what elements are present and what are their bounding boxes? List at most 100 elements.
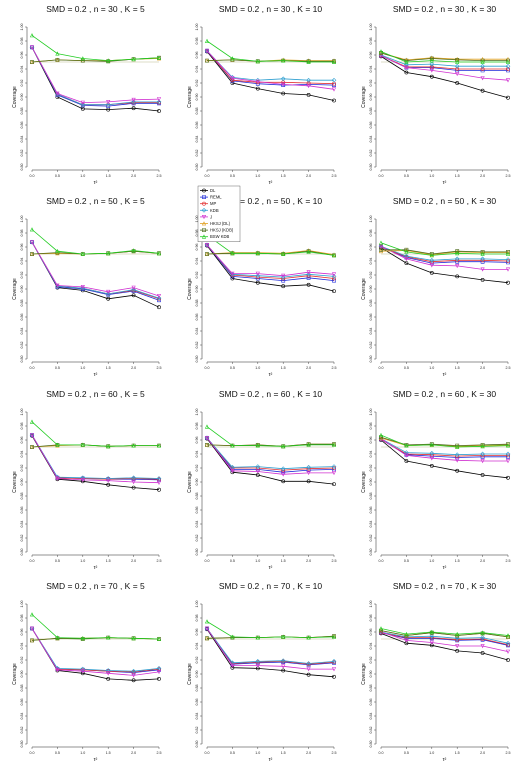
data-point: [105, 668, 111, 673]
data-point: [505, 459, 511, 464]
data-point: [455, 444, 460, 449]
data-point: [480, 63, 485, 69]
series-line: [206, 628, 334, 670]
data-point: [156, 55, 162, 60]
data-point: [131, 106, 136, 111]
y-tick-label: 0.94: [20, 451, 24, 458]
series-line: [380, 246, 509, 264]
x-tick-label: 0.5: [404, 174, 409, 178]
legend-marker: [201, 221, 207, 226]
data-point: [106, 482, 111, 487]
series-line: [31, 241, 160, 297]
x-tick-label: 2.5: [506, 559, 511, 563]
series-line: [380, 631, 509, 644]
x-tick-label: 2.5: [332, 751, 337, 755]
y-tick-label: 0.96: [20, 629, 24, 636]
data-point: [506, 58, 510, 63]
data-point: [156, 636, 162, 641]
y-tick-label: 0.82: [369, 150, 373, 157]
data-point: [230, 76, 235, 81]
y-tick-label: 0.84: [20, 136, 24, 143]
y-tick-label: 0.96: [195, 244, 199, 251]
y-tick-label: 0.92: [195, 80, 199, 87]
data-point: [331, 77, 337, 83]
x-tick-label: 0.0: [30, 366, 35, 370]
legend-entry: KDB: [200, 208, 219, 213]
data-point: [255, 280, 260, 285]
series-line: [31, 628, 160, 674]
series-line: [31, 434, 160, 484]
x-axis-label: τ²: [269, 180, 273, 186]
series-reml: [30, 433, 161, 482]
data-point: [331, 272, 337, 277]
data-point: [255, 464, 261, 469]
data-point: [480, 651, 485, 655]
y-tick-label: 0.86: [195, 122, 199, 129]
data-point: [131, 443, 136, 448]
panel-title: SMD = 0.2 , n = 70 , K = 30: [393, 581, 497, 591]
data-point: [429, 270, 434, 275]
x-tick-label: 2.5: [506, 751, 511, 755]
x-tick-label: 0.5: [55, 174, 60, 178]
legend-marker: [201, 207, 207, 213]
x-tick-label: 2.5: [157, 751, 162, 755]
series-kdb: [204, 435, 337, 472]
data-point: [230, 665, 235, 670]
data-point: [379, 247, 383, 252]
data-point: [106, 635, 111, 640]
data-point: [55, 251, 60, 256]
data-point: [506, 658, 510, 662]
data-point: [505, 78, 511, 83]
data-point: [505, 451, 511, 457]
y-axis-label: Coverage: [361, 471, 367, 493]
y-tick-label: 0.82: [20, 727, 24, 734]
data-point: [306, 59, 311, 64]
data-point: [506, 442, 510, 447]
y-axis-label: Coverage: [12, 278, 18, 300]
y-tick-label: 0.90: [369, 94, 373, 101]
data-point: [429, 636, 434, 641]
data-point: [55, 442, 60, 447]
y-tick-label: 0.84: [369, 521, 373, 528]
data-point: [331, 252, 337, 257]
y-tick-label: 1.00: [20, 24, 24, 31]
data-point: [255, 469, 260, 474]
y-tick-label: 0.96: [369, 629, 373, 636]
data-point: [230, 251, 235, 256]
data-point: [306, 470, 311, 476]
panel-title: SMD = 0.2 , n = 30 , K = 30: [393, 4, 497, 14]
data-point: [505, 442, 511, 447]
x-tick-label: 2.0: [131, 174, 136, 178]
data-point: [280, 658, 286, 664]
legend-label: J: [210, 214, 212, 219]
series-kdb: [29, 44, 162, 108]
data-point: [332, 660, 336, 665]
series-line: [380, 628, 509, 636]
series-line: [380, 632, 509, 646]
y-tick-label: 0.94: [20, 66, 24, 73]
series-hksj-kdb: [30, 249, 161, 256]
series-line: [206, 244, 335, 277]
series-line: [31, 47, 159, 106]
legend-label: KDB: [210, 208, 219, 213]
y-tick-label: 0.98: [20, 230, 24, 237]
x-tick-label: 1.0: [255, 174, 260, 178]
data-point: [404, 638, 409, 643]
data-point: [157, 305, 161, 310]
panel-title: SMD = 0.2 , n = 70 , K = 10: [219, 581, 323, 591]
y-tick-label: 0.88: [20, 108, 24, 115]
data-point: [429, 74, 434, 79]
data-point: [255, 59, 260, 64]
data-point: [230, 56, 235, 61]
data-point: [404, 443, 409, 448]
panel-5: SMD = 0.2 , n = 50 , K = 10 0.80 0.82 0.84 0…: [187, 196, 337, 378]
series-line: [206, 244, 335, 282]
series-bsw-kdb: [378, 432, 511, 449]
data-point: [30, 445, 34, 449]
x-tick-label: 1.0: [429, 751, 434, 755]
data-point: [29, 227, 35, 232]
data-point: [80, 669, 85, 674]
series-line: [31, 47, 159, 106]
data-point: [404, 442, 409, 447]
x-tick-label: 0.0: [205, 559, 210, 563]
